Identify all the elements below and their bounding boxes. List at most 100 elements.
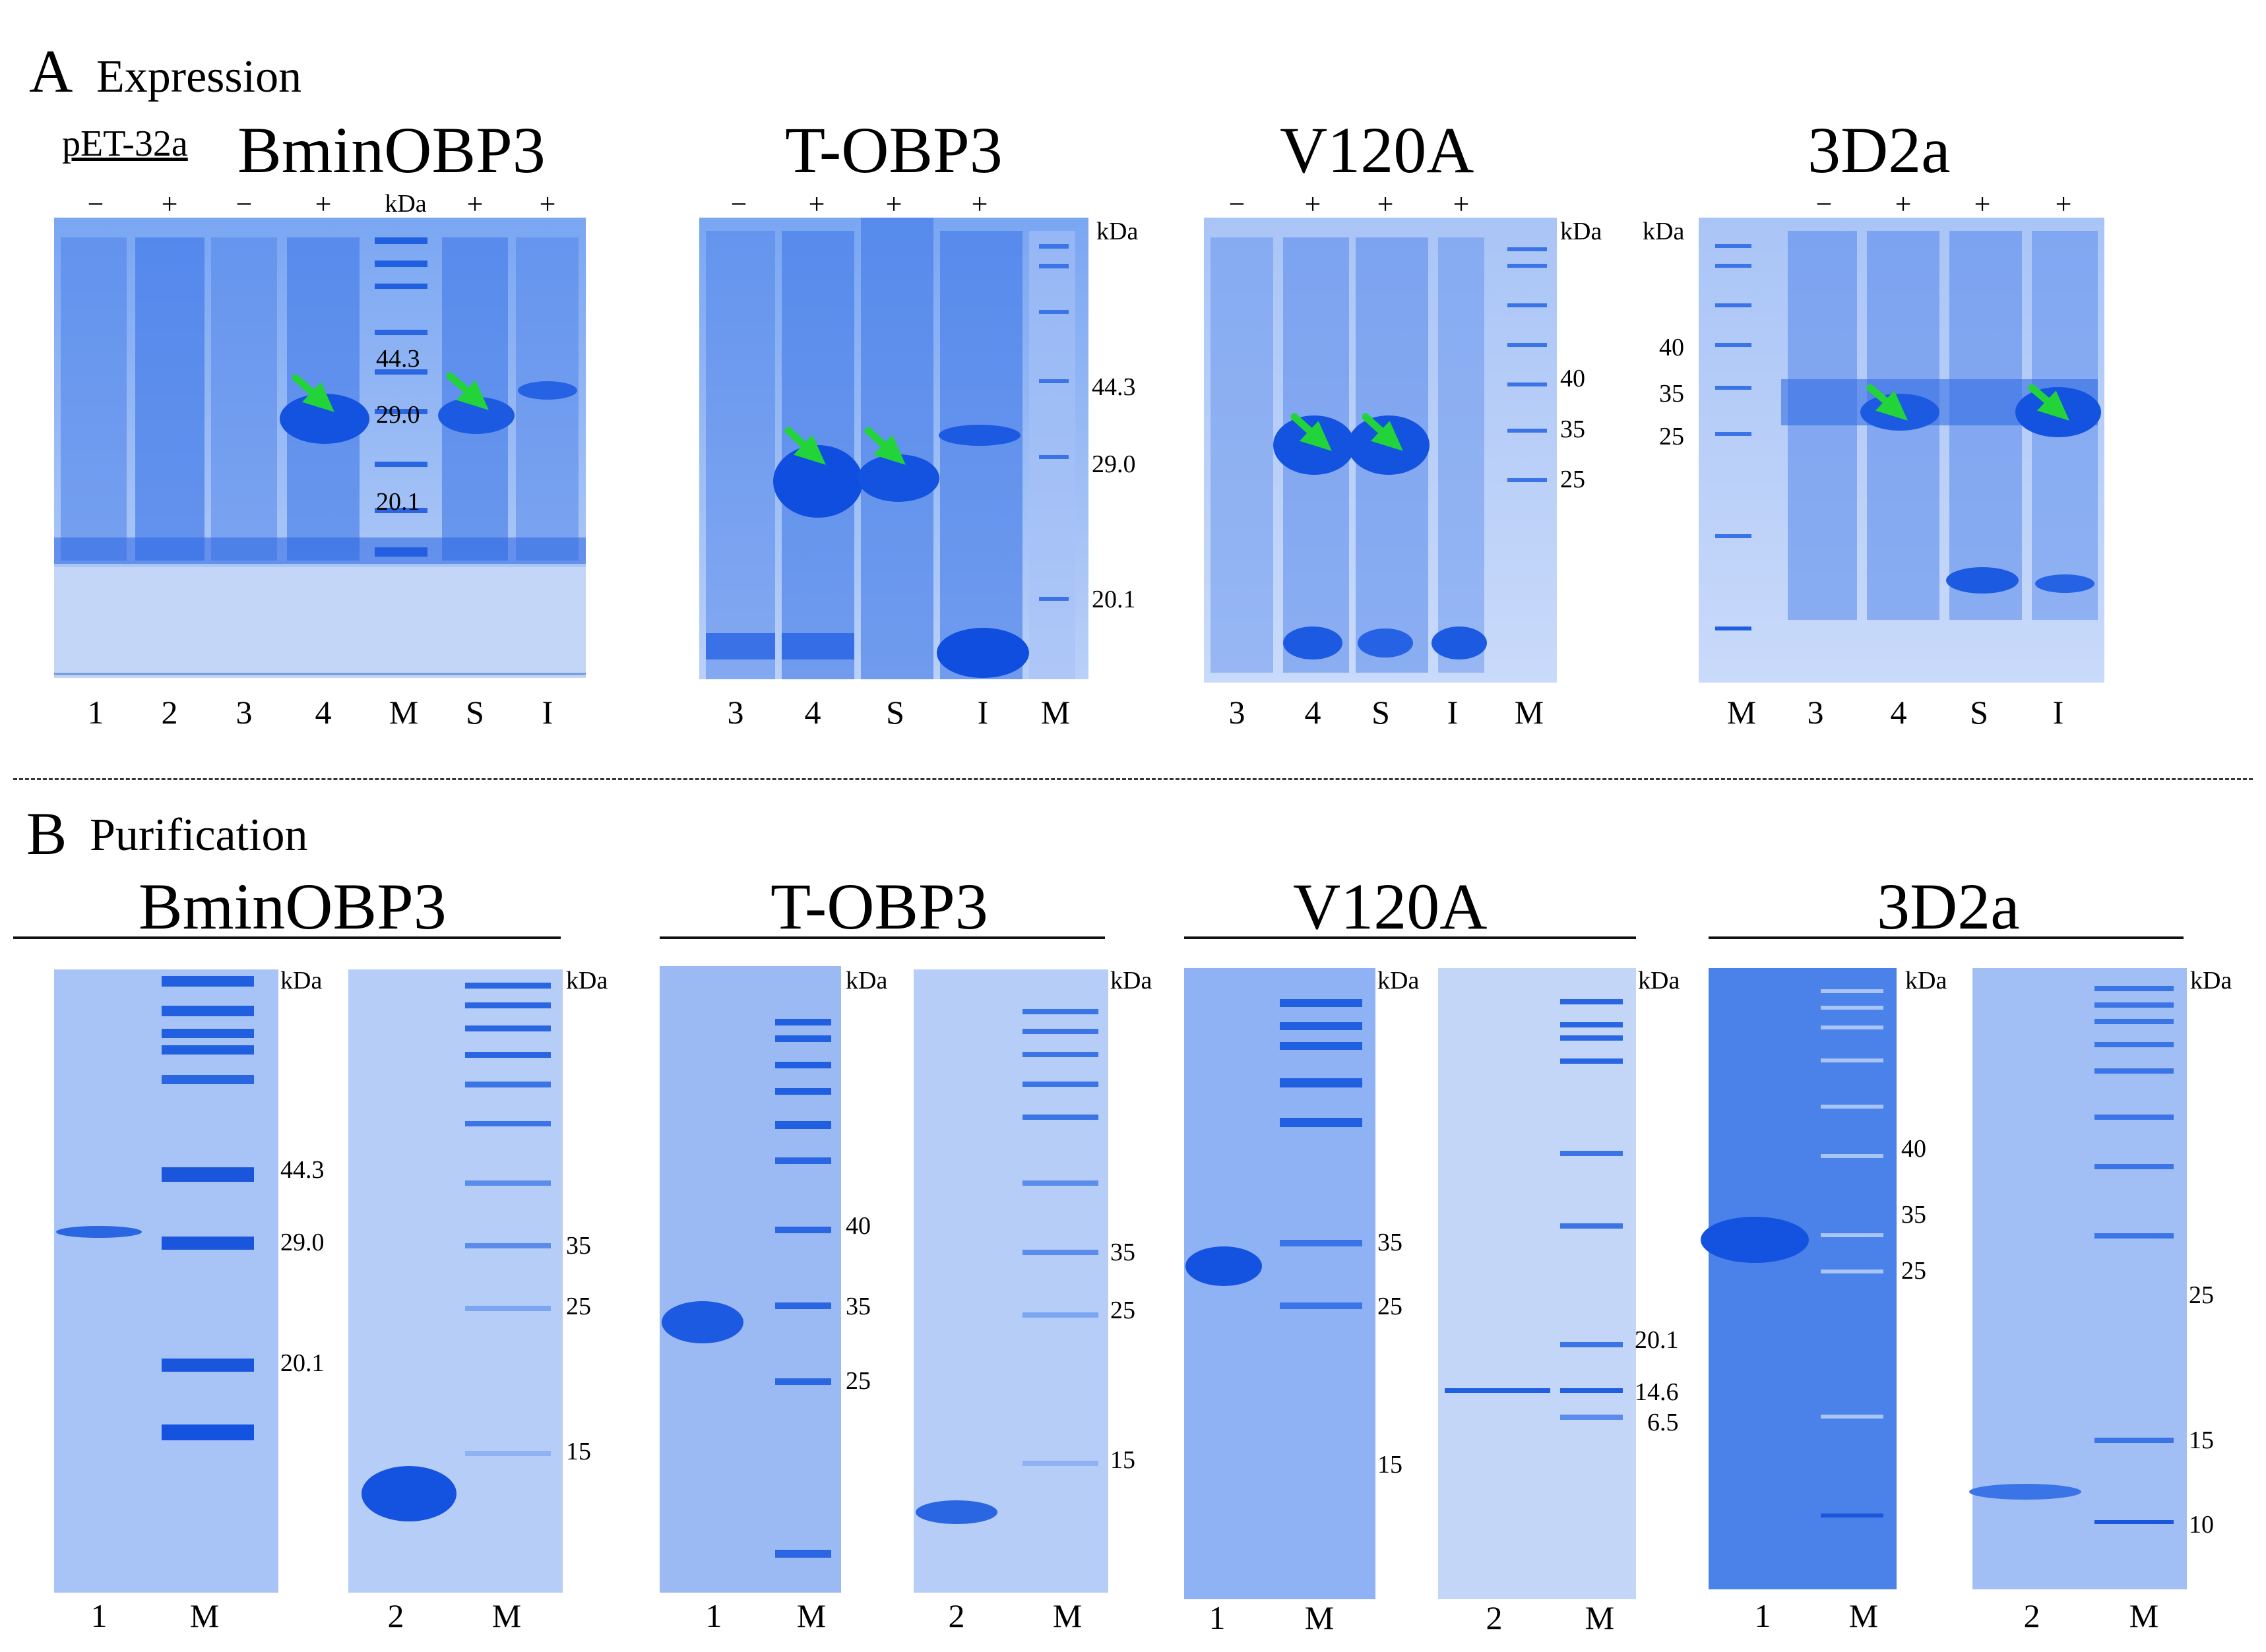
induction-sign: + [161,188,178,220]
panel-a-letter: A [29,38,73,105]
mw-marker: 29.0 [376,401,420,429]
lane-label: 2 [948,1597,965,1634]
kda-label: kDa [1560,218,1602,245]
mw-marker: 15 [1377,1451,1402,1479]
kda-label: kDa [846,967,888,994]
green-arrow-icon [1362,413,1403,451]
mw-marker: 25 [1110,1297,1135,1324]
lane-label: 2 [1486,1599,1503,1636]
mw-marker: 20.1 [1635,1326,1679,1354]
lane-label: M [1848,1597,1879,1634]
mw-marker: 35 [1560,415,1585,443]
lane-label: 2 [161,694,178,731]
mw-marker: 20.1 [280,1349,325,1377]
panel-b-title: Purification [90,810,308,861]
lane-label: 4 [1304,694,1321,731]
lane-label: S [886,694,904,731]
purification-gel [348,969,563,1593]
purification-title-v120a: V120A [1293,870,1488,943]
lane-label: S [1371,694,1390,731]
mw-marker: 6.5 [1647,1409,1679,1436]
green-arrow-icon [2028,384,2069,421]
mw-marker: 14.6 [1635,1378,1679,1406]
lane-label: 3 [236,694,253,731]
purification-gel [1184,968,1375,1599]
induction-sign: + [1453,188,1470,220]
induction-sign: − [1815,188,1833,220]
lane-label: 4 [1890,694,1907,731]
purification-gel [1438,968,1636,1599]
mw-marker: 25 [1560,466,1585,493]
title-underline [1184,936,1636,939]
mw-marker: 44.3 [280,1156,325,1184]
lane-label: I [542,694,553,731]
lane-label: 2 [2023,1597,2040,1634]
lane-label: 3 [1228,694,1245,731]
title-underline [13,936,561,939]
lane-label: M [389,694,419,731]
lane-label: M [1304,1599,1335,1636]
mw-marker: 29.0 [1092,450,1136,478]
kda-label: kDa [1638,967,1680,994]
purification-gel [914,969,1108,1593]
green-arrow-icon [292,374,334,412]
expression-gel-bminobp3 [54,218,586,678]
lane-label: 1 [1209,1599,1226,1636]
mw-marker: 15 [2189,1426,2214,1454]
kda-label: kDa [566,967,608,994]
induction-sign: + [885,188,902,220]
lane-label: 1 [705,1597,722,1634]
lane-label: 2 [387,1597,404,1634]
expression-gel-v120a [1204,218,1557,683]
lane-label: M [1726,694,1757,731]
mw-marker: 20.1 [376,488,420,516]
lane-label: 1 [1754,1597,1771,1634]
mw-marker: 25 [566,1293,591,1320]
induction-sign: − [236,188,253,220]
lane-label: M [796,1597,827,1634]
kda-label: kDa [385,190,427,218]
green-arrow-icon [1866,384,1908,421]
lane-label: S [466,694,484,731]
lane-label: I [2052,694,2064,731]
green-arrow-icon [1290,413,1332,451]
induction-sign: + [808,188,825,220]
mw-marker: 40 [846,1212,871,1240]
section-divider [13,778,2253,780]
purification-title-3d2a: 3D2a [1877,870,2020,943]
induction-sign: + [2055,188,2072,220]
induction-sign: + [1377,188,1394,220]
purification-gel [54,969,278,1593]
mw-marker: 10 [2189,1511,2214,1539]
kda-label: kDa [2190,967,2232,994]
mw-marker: 25 [1901,1257,1926,1285]
purification-gel [1969,968,2187,1589]
purification-gel [1701,968,1897,1589]
mw-marker: 25 [846,1367,871,1395]
induction-sign: + [1974,188,1991,220]
green-arrow-icon [784,427,826,465]
mw-marker: 35 [1659,380,1684,408]
panel-b-letter: B [26,800,67,867]
expression-gel-3d2a [1699,218,2104,683]
lane-label: M [2129,1597,2159,1634]
induction-sign: − [730,188,747,220]
mw-marker: 44.3 [1092,373,1136,401]
lane-label: M [1052,1597,1083,1634]
induction-sign: − [1228,188,1245,220]
mw-marker: 35 [846,1293,871,1320]
mw-marker: 35 [1110,1239,1135,1266]
mw-marker: 25 [2189,1281,2214,1309]
mw-marker: 40 [1659,334,1684,361]
induction-sign: + [1304,188,1321,220]
induction-sign: + [971,188,988,220]
lane-label: I [1447,694,1459,731]
lane-label: 4 [315,694,332,731]
kda-label: kDa [1377,967,1420,994]
induction-sign: + [315,188,332,220]
purification-gel [660,966,841,1593]
lane-label: M [189,1597,220,1634]
mw-marker: 25 [1659,423,1684,450]
